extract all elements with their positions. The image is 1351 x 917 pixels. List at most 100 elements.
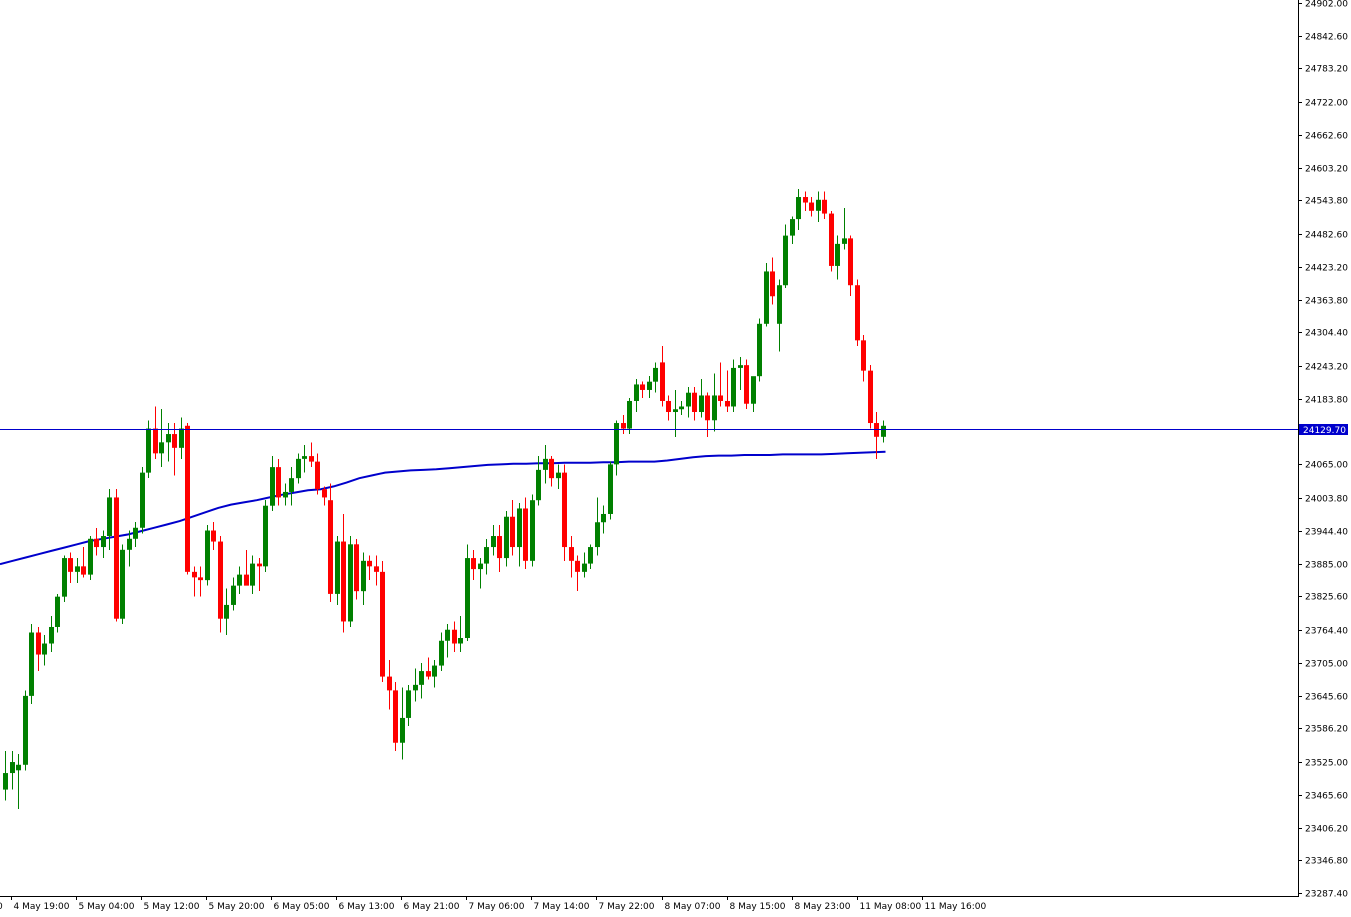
- candle-body: [426, 671, 431, 677]
- candle-body: [153, 428, 158, 454]
- bullish-candle: [816, 191, 821, 222]
- candle-body: [354, 544, 359, 592]
- candle-body: [127, 538, 132, 550]
- candle-body: [94, 538, 99, 548]
- bearish-candle: [315, 453, 320, 495]
- bullish-candle: [88, 536, 93, 581]
- candle-body: [718, 395, 723, 401]
- candle-body: [712, 395, 717, 421]
- bearish-candle: [185, 423, 190, 575]
- candle-body: [237, 574, 242, 586]
- bearish-candle: [562, 464, 567, 561]
- bullish-candle: [237, 566, 242, 594]
- price-tick-label: 23406.20: [1305, 825, 1348, 835]
- candle-body: [770, 271, 775, 297]
- candle-body: [855, 285, 860, 341]
- candle-body: [29, 632, 34, 696]
- bullish-candle: [790, 216, 795, 244]
- bearish-candle: [666, 395, 671, 421]
- candle-body: [816, 199, 821, 211]
- candle-body: [296, 458, 301, 479]
- candle-body: [562, 472, 567, 548]
- candle-body: [491, 536, 496, 548]
- bullish-candle: [783, 224, 788, 288]
- bullish-candle: [179, 417, 184, 459]
- bullish-candle: [283, 483, 288, 506]
- bullish-candle: [120, 544, 125, 625]
- candle-body: [250, 563, 255, 586]
- candle-body: [497, 536, 502, 559]
- bullish-candle: [842, 208, 847, 250]
- candle-body: [42, 643, 47, 655]
- bearish-candle: [211, 522, 216, 550]
- candle-body: [809, 202, 814, 211]
- bearish-candle: [426, 657, 431, 680]
- candle-body: [341, 541, 346, 622]
- candle-body: [224, 604, 229, 619]
- candle-body: [751, 376, 756, 404]
- time-tick-label: 7 May 14:00: [534, 902, 590, 912]
- bullish-candle: [42, 635, 47, 666]
- bullish-candle: [517, 502, 522, 567]
- candle-body: [432, 665, 437, 677]
- time-tick-label: 5 May 20:00: [209, 902, 265, 912]
- candle-body: [348, 544, 353, 622]
- bearish-candle: [341, 513, 346, 633]
- candle-body: [595, 522, 600, 548]
- bearish-candle: [744, 359, 749, 410]
- candle-body: [634, 384, 639, 401]
- candle-body: [16, 764, 21, 771]
- bullish-candle: [270, 456, 275, 512]
- price-tick-label: 23465.60: [1305, 792, 1348, 802]
- candle-body: [263, 505, 268, 567]
- bullish-candle: [484, 538, 489, 575]
- candle-body: [536, 469, 541, 501]
- candle-body: [478, 563, 483, 570]
- candle-body: [692, 392, 697, 413]
- time-tick-label: 8 May 23:00: [795, 902, 851, 912]
- price-tick-label: 23944.40: [1305, 528, 1348, 538]
- price-tick-label: 24722.00: [1305, 99, 1348, 109]
- bearish-candle: [276, 458, 281, 506]
- candle-body: [458, 638, 463, 644]
- bearish-candle: [549, 456, 554, 487]
- bullish-candle: [263, 500, 268, 572]
- candle-body: [757, 323, 762, 377]
- bullish-candle: [543, 445, 548, 484]
- candle-body: [699, 395, 704, 413]
- candle-body: [322, 489, 327, 498]
- price-tick-label: 24243.20: [1305, 363, 1348, 373]
- price-tick-label: 24003.80: [1305, 495, 1348, 505]
- bearish-candle: [725, 370, 730, 413]
- time-tick-label-fragment: 0: [0, 902, 3, 912]
- price-tick-label: 23346.80: [1305, 857, 1348, 867]
- price-tick-label: 24842.60: [1305, 33, 1348, 43]
- bullish-candle: [250, 555, 255, 594]
- candle-body: [666, 400, 671, 413]
- time-tick-label: 11 May 16:00: [925, 902, 987, 912]
- bearish-candle: [36, 626, 41, 672]
- candle-body: [55, 596, 60, 627]
- bearish-candle: [257, 558, 262, 592]
- candle-body: [868, 370, 873, 424]
- candle-body: [276, 467, 281, 498]
- candle-body: [822, 199, 827, 214]
- bullish-candle: [159, 409, 164, 468]
- candle-body: [10, 762, 15, 774]
- candle-body: [218, 541, 223, 619]
- candle-body: [738, 365, 743, 368]
- candle-body: [36, 632, 41, 655]
- candle-body: [419, 671, 424, 685]
- candle-body: [257, 563, 262, 567]
- price-tick-label: 23586.20: [1305, 725, 1348, 735]
- candle-body: [744, 365, 749, 404]
- price-tick-label: 24543.80: [1305, 197, 1348, 207]
- bearish-candle: [322, 486, 327, 506]
- bullish-candle: [413, 668, 418, 702]
- candle-body: [569, 547, 574, 561]
- candle-body: [387, 676, 392, 691]
- bearish-candle: [114, 489, 119, 622]
- price-tick-label: 24423.20: [1305, 264, 1348, 274]
- bearish-candle: [198, 566, 203, 597]
- candle-body: [510, 516, 515, 548]
